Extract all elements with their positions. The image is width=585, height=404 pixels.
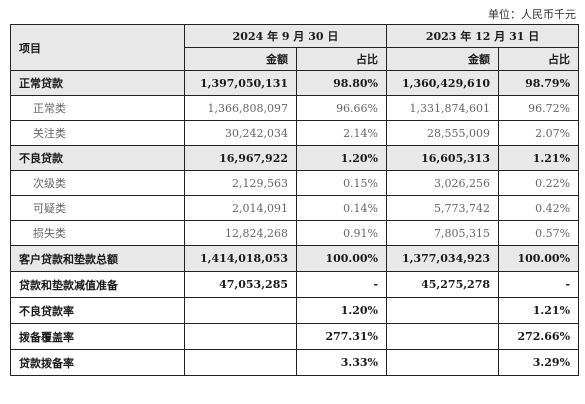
amount-2024: 2,129,563: [184, 170, 297, 196]
row-label: 客户贷款和垫款总额: [10, 245, 185, 272]
row-label: 正常贷款: [10, 70, 185, 96]
ratio-2024: 96.66%: [295, 95, 388, 121]
amount-2024: 1,397,050,131: [184, 70, 297, 96]
amount-2024: [184, 323, 297, 350]
amount-2024: 12,824,268: [184, 220, 297, 246]
table-row: 贷款和垫款减值准备 47,053,285 - 45,275,278 -: [10, 271, 580, 298]
header-amount-2023: 金额: [386, 47, 500, 71]
header-ratio-2023: 占比: [498, 47, 580, 71]
ratio-2024: 0.91%: [295, 220, 388, 246]
unit-label: 单位：人民币千元: [488, 8, 576, 21]
ratio-2023: 96.72%: [498, 95, 580, 121]
amount-2024: 16,967,922: [184, 145, 297, 171]
row-label: 不良贷款: [10, 145, 185, 171]
ratio-2024: 277.31%: [295, 323, 388, 350]
table-row: 正常贷款 1,397,050,131 98.80% 1,360,429,610 …: [10, 70, 580, 96]
amount-2023: 1,377,034,923: [386, 245, 500, 272]
amount-2024: 1,366,808,097: [184, 95, 297, 121]
row-label: 拨备覆盖率: [10, 323, 185, 350]
header-ratio-2024: 占比: [295, 47, 388, 71]
table-row: 不良贷款率 1.20% 1.21%: [10, 297, 580, 324]
row-label: 次级类: [10, 170, 185, 196]
table-row: 损失类 12,824,268 0.91% 7,805,315 0.57%: [10, 220, 580, 246]
ratio-2023: 2.07%: [498, 120, 580, 146]
amount-2023: 1,331,874,601: [386, 95, 500, 121]
amount-2024: 2,014,091: [184, 195, 297, 221]
row-label: 贷款和垫款减值准备: [10, 271, 185, 298]
ratio-2023: 272.66%: [498, 323, 580, 350]
ratio-2024: 2.14%: [295, 120, 388, 146]
table-row: 拨备覆盖率 277.31% 272.66%: [10, 323, 580, 350]
header-period-2023: 2023 年 12 月 31 日: [386, 24, 580, 48]
amount-2023: 28,555,009: [386, 120, 500, 146]
row-label: 可疑类: [10, 195, 185, 221]
ratio-2024: 0.14%: [295, 195, 388, 221]
amount-2024: [184, 349, 297, 376]
amount-2023: 16,605,313: [386, 145, 500, 171]
ratio-2024: 1.20%: [295, 145, 388, 171]
row-label: 贷款拨备率: [10, 349, 185, 376]
ratio-2023: 98.79%: [498, 70, 580, 96]
table-row: 不良贷款 16,967,922 1.20% 16,605,313 1.21%: [10, 145, 580, 171]
row-label: 损失类: [10, 220, 185, 246]
ratio-2023: 1.21%: [498, 297, 580, 324]
table-row: 正常类 1,366,808,097 96.66% 1,331,874,601 9…: [10, 95, 580, 121]
table-row: 贷款拨备率 3.33% 3.29%: [10, 349, 580, 376]
amount-2023: 3,026,256: [386, 170, 500, 196]
amount-2023: [386, 297, 500, 324]
loan-quality-table: 项目 2024 年 9 月 30 日 2023 年 12 月 31 日 金额 占…: [10, 24, 580, 376]
ratio-2024: 1.20%: [295, 297, 388, 324]
amount-2024: 1,414,018,053: [184, 245, 297, 272]
amount-2024: 47,053,285: [184, 271, 297, 298]
row-label: 不良贷款率: [10, 297, 185, 324]
ratio-2023: 0.57%: [498, 220, 580, 246]
ratio-2024: 100.00%: [295, 245, 388, 272]
row-label: 正常类: [10, 95, 185, 121]
header-amount-2024: 金额: [184, 47, 297, 71]
table-row: 关注类 30,242,034 2.14% 28,555,009 2.07%: [10, 120, 580, 146]
ratio-2024: 3.33%: [295, 349, 388, 376]
amount-2023: [386, 323, 500, 350]
amount-2023: 7,805,315: [386, 220, 500, 246]
amount-2023: 1,360,429,610: [386, 70, 500, 96]
table-row: 可疑类 2,014,091 0.14% 5,773,742 0.42%: [10, 195, 580, 221]
table-row: 次级类 2,129,563 0.15% 3,026,256 0.22%: [10, 170, 580, 196]
header-period-2024: 2024 年 9 月 30 日: [183, 24, 388, 48]
ratio-2024: -: [295, 271, 388, 298]
amount-2024: [184, 297, 297, 324]
ratio-2023: 0.42%: [498, 195, 580, 221]
ratio-2023: -: [498, 271, 580, 298]
ratio-2023: 0.22%: [498, 170, 580, 196]
amount-2023: 5,773,742: [386, 195, 500, 221]
amount-2023: [386, 349, 500, 376]
ratio-2024: 98.80%: [295, 70, 388, 96]
table-row: 客户贷款和垫款总额 1,414,018,053 100.00% 1,377,03…: [10, 245, 580, 272]
ratio-2023: 3.29%: [498, 349, 580, 376]
ratio-2023: 100.00%: [498, 245, 580, 272]
ratio-2024: 0.15%: [295, 170, 388, 196]
ratio-2023: 1.21%: [498, 145, 580, 171]
amount-2023: 45,275,278: [386, 271, 500, 298]
header-item: 项目: [10, 24, 185, 71]
amount-2024: 30,242,034: [184, 120, 297, 146]
row-label: 关注类: [10, 120, 185, 146]
